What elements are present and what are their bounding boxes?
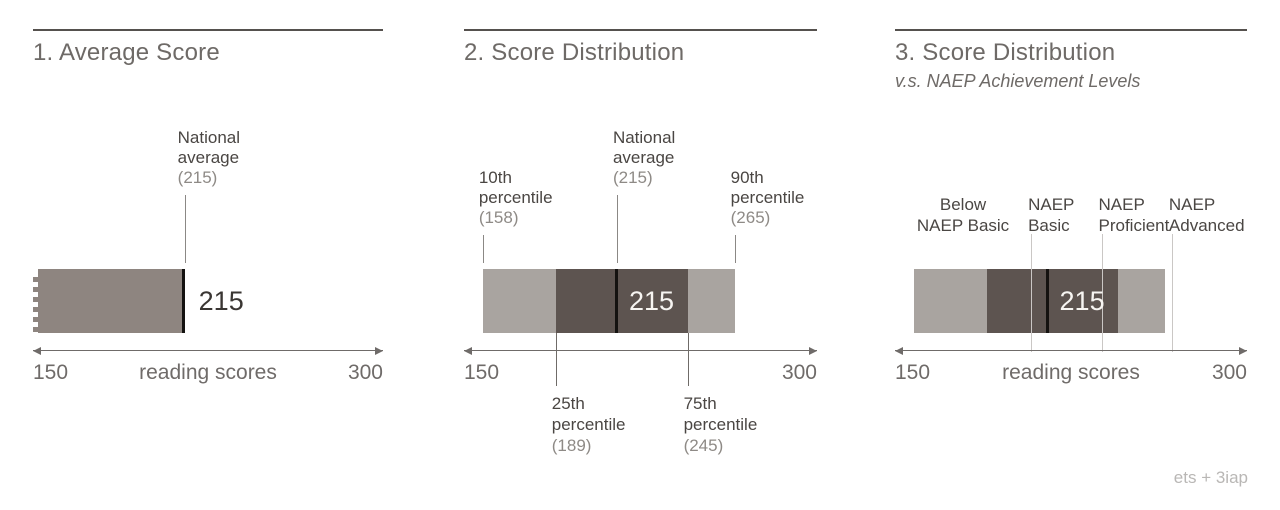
distribution-segment-p75-p90 bbox=[687, 269, 735, 333]
annotation-national-average: National average (215) bbox=[178, 128, 240, 188]
label-naep-proficient: NAEP Proficient bbox=[1099, 194, 1170, 236]
annotation-value: (158) bbox=[478, 208, 519, 227]
level-label-line: Below bbox=[939, 195, 987, 214]
annotation-line: 90th bbox=[730, 168, 764, 187]
axis-title: reading scores bbox=[1002, 361, 1140, 384]
panel-score-distribution: 2. Score Distribution 10th percentile (1… bbox=[464, 0, 817, 510]
average-score-bar bbox=[33, 269, 185, 333]
annotation-line: 10th bbox=[478, 168, 512, 187]
annotation-value: (215) bbox=[177, 168, 218, 187]
average-marker-line bbox=[614, 269, 618, 333]
annotation-line: 75th bbox=[683, 394, 717, 413]
panel-distribution-vs-levels: 3. Score Distribution v.s. NAEP Achievem… bbox=[895, 0, 1247, 510]
leader-line-10th bbox=[482, 235, 484, 263]
annotation-line: average bbox=[612, 148, 675, 167]
annotation-value: (265) bbox=[730, 208, 771, 227]
annotation-value: (215) bbox=[612, 168, 653, 187]
annotation-line: average bbox=[177, 148, 240, 167]
annotation-national-average: National average (215) bbox=[613, 128, 675, 188]
bar-value-label: 215 bbox=[628, 286, 675, 316]
axis-min-label: 150 bbox=[464, 361, 500, 384]
annotation-line: percentile bbox=[478, 188, 553, 207]
panel-average-score: 1. Average Score National average (215) … bbox=[33, 0, 383, 510]
axis-arrow-right-icon bbox=[1239, 347, 1247, 355]
annotation-75th-percentile: 75th percentile (245) bbox=[684, 393, 758, 456]
axis-min-label: 150 bbox=[33, 361, 69, 384]
panel-title: 1. Average Score bbox=[33, 39, 220, 66]
distribution-segment-p25-p75 bbox=[986, 269, 1118, 333]
label-naep-basic: NAEP Basic bbox=[1028, 194, 1074, 236]
axis-arrow-right-icon bbox=[375, 347, 383, 355]
annotation-line: National bbox=[177, 128, 241, 147]
panel-title: 2. Score Distribution bbox=[464, 39, 685, 66]
axis-min-label: 150 bbox=[895, 361, 931, 384]
leader-line-national-average bbox=[616, 195, 618, 263]
credit-text: ets + 3iap bbox=[1173, 468, 1248, 487]
panel-top-rule bbox=[464, 29, 817, 31]
distribution-segment-p75-p90 bbox=[1117, 269, 1165, 333]
leader-line-75th bbox=[687, 333, 689, 386]
level-line-naep-proficient bbox=[1101, 234, 1103, 352]
bar-value-label: 215 bbox=[1059, 286, 1105, 316]
axis-arrow-left-icon bbox=[895, 347, 903, 355]
label-below-naep-basic: Below NAEP Basic bbox=[895, 194, 1031, 236]
annotation-line: percentile bbox=[730, 188, 805, 207]
axis-arrow-left-icon bbox=[33, 347, 41, 355]
average-marker-line bbox=[1045, 269, 1049, 333]
label-naep-advanced: NAEP Advanced bbox=[1169, 194, 1245, 236]
leader-line-90th bbox=[734, 235, 736, 263]
level-label-line: NAEP bbox=[1028, 195, 1075, 214]
level-label-line: NAEP bbox=[1098, 195, 1145, 214]
level-label-line: NAEP bbox=[1168, 195, 1216, 214]
average-marker-line bbox=[181, 269, 185, 333]
panel-top-rule bbox=[33, 29, 383, 31]
level-label-line: Advanced bbox=[1168, 216, 1245, 235]
annotation-value: (245) bbox=[683, 436, 724, 455]
bar-value-label: 215 bbox=[198, 286, 244, 316]
annotation-line: 25th bbox=[551, 394, 585, 413]
level-label-line: Proficient bbox=[1098, 216, 1170, 235]
panel-title: 3. Score Distribution bbox=[895, 39, 1116, 66]
axis-title: reading scores bbox=[139, 361, 277, 384]
level-label-line: NAEP Basic bbox=[916, 216, 1010, 235]
x-axis-line bbox=[33, 347, 383, 355]
annotation-line: National bbox=[612, 128, 676, 147]
level-line-naep-basic bbox=[1031, 234, 1033, 352]
axis-truncation-notches bbox=[33, 269, 38, 333]
distribution-segment-p25-p75 bbox=[555, 269, 688, 333]
axis-arrow-right-icon bbox=[809, 347, 817, 355]
level-line-naep-advanced bbox=[1171, 234, 1173, 352]
leader-line-25th bbox=[555, 333, 557, 386]
panel-top-rule bbox=[895, 29, 1247, 31]
axis-max-label: 300 bbox=[1211, 361, 1247, 384]
annotation-90th-percentile: 90th percentile (265) bbox=[731, 168, 805, 228]
leader-line-national-average bbox=[184, 195, 186, 263]
x-axis-line bbox=[464, 347, 817, 355]
distribution-segment-p10-p25 bbox=[913, 269, 987, 333]
axis-max-label: 300 bbox=[347, 361, 383, 384]
distribution-segment-p10-p25 bbox=[482, 269, 556, 333]
annotation-line: percentile bbox=[551, 415, 626, 434]
panel-subtitle: v.s. NAEP Achievement Levels bbox=[895, 71, 1141, 91]
annotation-10th-percentile: 10th percentile (158) bbox=[479, 168, 553, 228]
annotation-25th-percentile: 25th percentile (189) bbox=[552, 393, 626, 456]
annotation-value: (189) bbox=[551, 436, 592, 455]
x-axis-line bbox=[895, 347, 1247, 355]
axis-arrow-left-icon bbox=[464, 347, 472, 355]
axis-max-label: 300 bbox=[781, 361, 817, 384]
annotation-line: percentile bbox=[683, 415, 758, 434]
level-label-line: Basic bbox=[1028, 216, 1070, 235]
